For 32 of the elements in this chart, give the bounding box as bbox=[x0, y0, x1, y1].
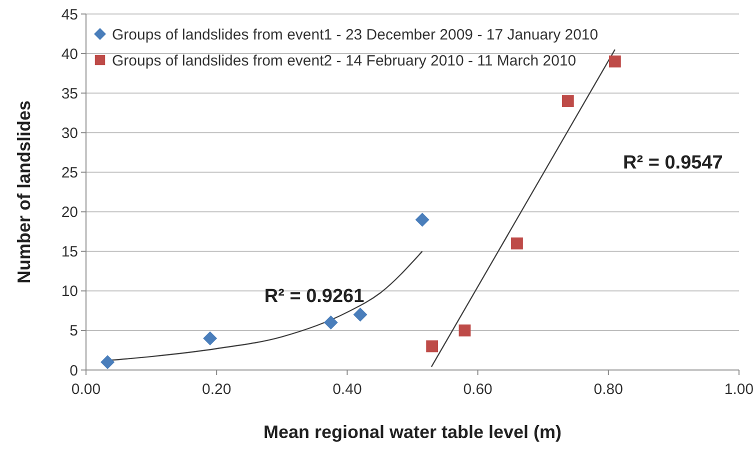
point bbox=[426, 340, 438, 352]
point bbox=[324, 316, 338, 330]
legend-label: Groups of landslides from event1 - 23 December 2009 - 17 January 2010 bbox=[112, 26, 598, 44]
y-tick-label: 0 bbox=[70, 362, 78, 380]
point bbox=[511, 237, 523, 250]
y-tick-label: 35 bbox=[61, 85, 78, 102]
point bbox=[100, 355, 115, 370]
y-tick-label: 45 bbox=[61, 6, 78, 24]
x-tick-label: 0.40 bbox=[332, 381, 362, 398]
y-tick-label: 15 bbox=[61, 244, 78, 261]
y-tick-label: 40 bbox=[61, 46, 78, 63]
y-tick-label: 25 bbox=[61, 164, 78, 182]
x-tick-label: 0.00 bbox=[71, 381, 101, 398]
y-tick-label: 20 bbox=[61, 204, 78, 222]
legend-label: Groups of landslides from event2 - 14 February 2010 - 11 March 2010 bbox=[112, 52, 576, 70]
x-tick-label: 1.00 bbox=[724, 381, 753, 398]
annotation: R² = 0.9547 bbox=[623, 152, 723, 174]
point bbox=[458, 324, 471, 336]
x-tick-label: 0.80 bbox=[594, 381, 623, 398]
y-tick-label: 30 bbox=[61, 124, 78, 142]
annotation: R² = 0.9261 bbox=[264, 286, 365, 307]
x-tick-label: 0.20 bbox=[202, 381, 232, 398]
x-axis-title: Mean regional water table level (m) bbox=[263, 422, 562, 442]
point bbox=[608, 56, 621, 68]
y-axis-title: Number of landslides bbox=[14, 100, 34, 284]
y-tick-label: 5 bbox=[70, 322, 78, 340]
point bbox=[353, 308, 368, 322]
point bbox=[203, 331, 218, 346]
point bbox=[562, 95, 574, 107]
y-tick-label: 10 bbox=[61, 283, 78, 300]
x-tick-label: 0.60 bbox=[463, 381, 492, 398]
point bbox=[415, 212, 430, 227]
